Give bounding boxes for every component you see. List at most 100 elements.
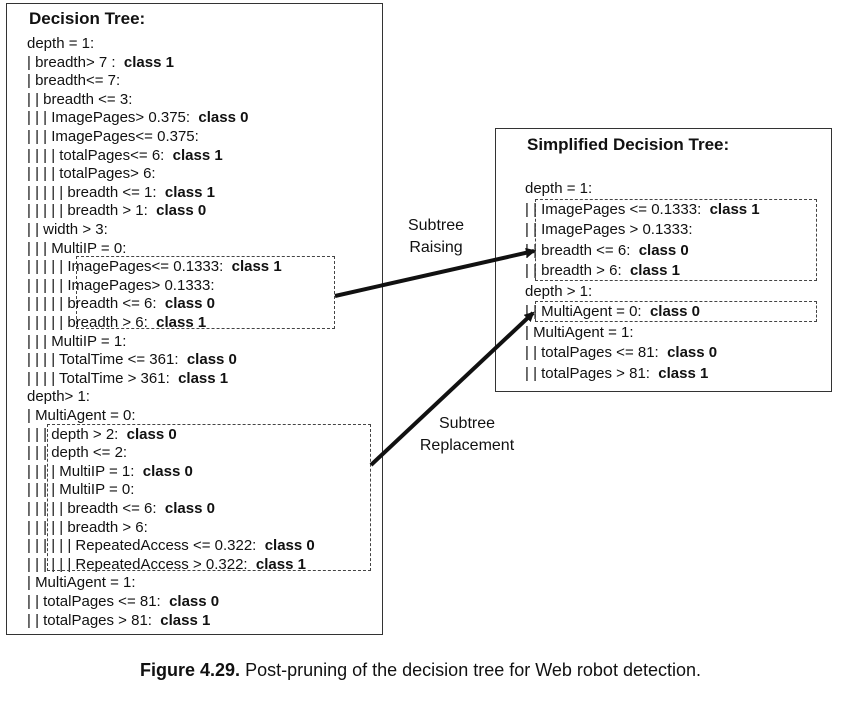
decision-tree-rule-condition: | | | | MultiIP = 1:: [27, 462, 143, 480]
decision-tree-rule-line: | | | ImagePages> 0.375: class 0: [27, 109, 248, 127]
replacement-label-line-1: Subtree: [438, 415, 496, 432]
decision-tree-rule-condition: | | totalPages <= 81:: [27, 593, 170, 610]
decision-tree-panel: [6, 3, 383, 635]
decision-tree-rule-line: | | | ImagePages<= 0.375:: [27, 128, 199, 146]
decision-tree-rule-class-label: class 1: [255, 555, 306, 573]
raised-subtree-box: [76, 256, 335, 329]
decision-tree-rule-condition: | MultiAgent = 0:: [27, 407, 136, 424]
simplified-tree-rule-condition: | | ImagePages <= 0.1333:: [525, 200, 710, 218]
decision-tree-rule-line: | | | | totalPages> 6:: [27, 165, 156, 183]
decision-tree-rule-line: | | totalPages > 81: class 1: [27, 612, 210, 630]
decision-tree-rule-class-label: class 1: [123, 53, 174, 71]
simplified-tree-rule-condition: depth > 1:: [525, 282, 593, 300]
simplified-tree-rule-line: | | ImagePages > 0.1333:: [525, 221, 693, 239]
decision-tree-rule-condition: | | | depth <= 2:: [27, 444, 128, 462]
decision-tree-rule-class-label: class 0: [264, 537, 315, 555]
decision-tree-rule-line: | | | | MultiIP = 0:: [27, 481, 134, 499]
decision-tree-rule-line: | | | MultiIP = 0:: [27, 240, 126, 258]
decision-tree-rule-class-label: class 0: [164, 295, 215, 313]
decision-tree-rule-class-label: class 1: [172, 146, 223, 164]
decision-tree-rule-class-label: class 0: [156, 202, 207, 220]
decision-tree-rule-line: | | | | | ImagePages<= 0.1333: class 1: [27, 258, 282, 276]
decision-tree-rule-condition: | | | | | | RepeatedAccess > 0.322:: [27, 555, 256, 573]
decision-tree-rule-condition: | | | | | ImagePages<= 0.1333:: [27, 258, 232, 276]
decision-tree-rule-condition: | | | | TotalTime > 361:: [27, 369, 179, 387]
decision-tree-rule-condition: | | | MultiIP = 1:: [27, 332, 127, 350]
decision-tree-rule-line: depth> 1:: [27, 388, 90, 406]
decision-tree-rule-condition: | | | | TotalTime <= 361:: [27, 351, 187, 369]
decision-tree-rule-line: | breadth> 7 : class 1: [27, 54, 174, 72]
raising-arrow: [334, 247, 536, 298]
replacement-label-line-2: Replacement: [419, 437, 515, 454]
simplified-tree-rule-class-label: class 1: [709, 200, 760, 218]
decision-tree-rule-condition: depth = 1:: [27, 35, 95, 52]
decision-tree-rule-line: | | | | | breadth <= 6: class 0: [27, 295, 215, 313]
simplified-tree-panel: [495, 128, 832, 392]
decision-tree-rule-condition: | breadth<= 7:: [27, 72, 121, 90]
decision-tree-rule-line: depth = 1:: [27, 35, 94, 53]
decision-tree-rule-condition: | MultiAgent = 1:: [27, 574, 136, 592]
decision-tree-rule-line: | | width > 3:: [27, 221, 108, 239]
replaced-subtree-box: [47, 424, 371, 571]
decision-tree-rule-line: | | | | totalPages<= 6: class 1: [27, 147, 223, 165]
simplified-tree-rule-condition: | | totalPages > 81:: [525, 364, 659, 382]
decision-tree-rule-line: | | | | MultiIP = 1: class 0: [27, 463, 193, 481]
decision-tree-rule-line: | | | | TotalTime > 361: class 1: [27, 370, 228, 388]
raising-label-line-2: Raising: [409, 239, 463, 256]
decision-tree-rule-line: | | totalPages <= 81: class 0: [27, 593, 219, 611]
simplified-tree-rule-line: | | totalPages <= 81: class 0: [525, 344, 717, 362]
decision-tree-title: Decision Tree:: [29, 9, 146, 28]
simplified-tree-rule-condition: | | ImagePages > 0.1333:: [525, 221, 693, 238]
simplified-tree-rule-line: | | breadth > 6: class 1: [525, 262, 680, 280]
decision-tree-rule-class-label: class 0: [169, 593, 220, 610]
decision-tree-rule-class-label: class 0: [126, 425, 177, 443]
decision-tree-rule-line: | breadth<= 7:: [27, 72, 120, 90]
caption-text: Post-pruning of the decision tree for We…: [245, 660, 701, 680]
decision-tree-rule-class-label: class 0: [186, 351, 237, 369]
decision-tree-rule-class-label: class 1: [164, 183, 215, 201]
decision-tree-rule-condition: | | | | MultiIP = 0:: [27, 481, 135, 499]
decision-tree-rule-class-label: class 1: [178, 369, 229, 387]
simplified-tree-rule-class-label: class 1: [658, 364, 709, 382]
decision-tree-rule-condition: | | | | | breadth <= 6:: [27, 500, 165, 517]
decision-tree-rule-line: | MultiAgent = 0:: [27, 407, 136, 425]
decision-tree-rule-condition: depth> 1:: [27, 388, 90, 406]
replacement-target-box: [535, 301, 817, 322]
decision-tree-rule-line: | | | | | breadth > 6: class 1: [27, 314, 206, 332]
decision-tree-rule-condition: | | width > 3:: [27, 221, 108, 238]
simplified-tree-rule-class-label: class 0: [667, 344, 718, 361]
decision-tree-rule-line: | | | depth <= 2:: [27, 444, 127, 462]
decision-tree-rule-condition: | | | MultiIP = 0:: [27, 239, 127, 257]
simplified-tree-rule-condition: | MultiAgent = 1:: [525, 323, 634, 341]
decision-tree-rule-line: | | | | | | RepeatedAccess > 0.322: clas…: [27, 556, 306, 574]
decision-tree-rule-condition: | | | | totalPages> 6:: [27, 165, 156, 183]
decision-tree-rule-condition: | | totalPages > 81:: [27, 611, 161, 629]
subtree-replacement-label: Subtree Replacement: [407, 413, 527, 457]
decision-tree-rule-line: | | | | | breadth <= 6: class 0: [27, 500, 215, 518]
figure-caption: Figure 4.29. Post-pruning of the decisio…: [0, 660, 841, 681]
decision-tree-rule-condition: | breadth> 7 :: [27, 53, 124, 71]
decision-tree-rule-condition: | | | | | breadth <= 6:: [27, 295, 165, 313]
simplified-tree-rule-line: | | breadth <= 6: class 0: [525, 242, 689, 260]
decision-tree-rule-condition: | | | | | ImagePages> 0.1333:: [27, 276, 215, 294]
simplified-tree-rule-class-label: class 0: [649, 303, 700, 320]
decision-tree-rule-class-label: class 1: [160, 611, 211, 629]
raising-label-line-1: Subtree: [407, 217, 465, 234]
decision-tree-rule-line: | | | | | breadth <= 1: class 1: [27, 184, 215, 202]
decision-tree-rule-condition: | | | ImagePages> 0.375:: [27, 109, 199, 127]
simplified-tree-rule-class-label: class 1: [629, 262, 680, 279]
decision-tree-rule-line: | MultiAgent = 1:: [27, 574, 136, 592]
decision-tree-rule-condition: | | | | | breadth > 6:: [27, 518, 148, 536]
decision-tree-rule-class-label: class 0: [164, 500, 215, 517]
decision-tree-rule-class-label: class 0: [142, 462, 193, 480]
simplified-tree-rule-line: depth = 1:: [525, 180, 592, 198]
simplified-tree-rule-line: | MultiAgent = 1:: [525, 324, 634, 342]
decision-tree-rule-line: | | | | | ImagePages> 0.1333:: [27, 277, 215, 295]
simplified-tree-rule-condition: | | totalPages <= 81:: [525, 344, 668, 361]
simplified-tree-rule-line: depth > 1:: [525, 283, 592, 301]
decision-tree-rule-line: | | | | TotalTime <= 361: class 0: [27, 351, 237, 369]
simplified-tree-title: Simplified Decision Tree:: [527, 135, 730, 154]
decision-tree-rule-condition: | | | | | | RepeatedAccess <= 0.322:: [27, 537, 265, 555]
decision-tree-rule-condition: | | | | totalPages<= 6:: [27, 146, 173, 164]
